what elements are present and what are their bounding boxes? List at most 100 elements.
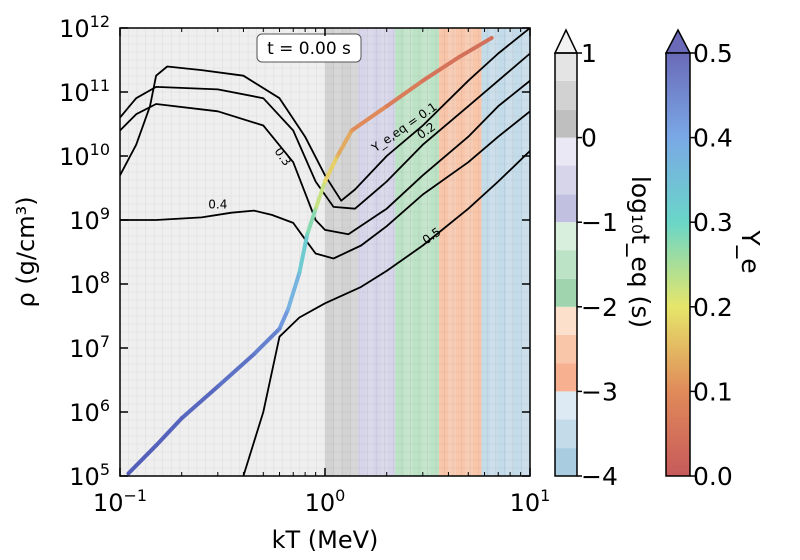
teq-colorbar-level <box>555 419 577 449</box>
trajectory-point <box>350 129 354 133</box>
contour-line-2 <box>120 79 530 236</box>
teq-colorbar-tick-label: −3 <box>581 377 618 406</box>
trajectory-point <box>457 55 461 59</box>
teq-band-cell <box>505 28 515 476</box>
trajectory-point <box>297 271 301 275</box>
teq-band-cell <box>365 28 374 476</box>
trajectory-point <box>286 307 290 311</box>
time-annotation-box <box>256 33 362 63</box>
teq-band-cell <box>447 28 457 476</box>
x-tick-label: 100 <box>305 486 346 517</box>
trajectory-segment <box>297 232 310 275</box>
teq-band-cell <box>497 28 507 476</box>
teq-colorbar-level <box>555 306 577 335</box>
trajectory-point <box>180 416 184 420</box>
teq-colorbar-tick-label: 0 <box>581 124 597 153</box>
ye-colorbar-extend-arrow <box>664 28 692 54</box>
trajectory-point <box>490 36 494 40</box>
teq-band-cell <box>372 28 381 476</box>
time-annotation: t = 0.00 s <box>267 39 351 59</box>
trajectory-segment <box>335 128 354 158</box>
trajectory-point <box>323 179 327 183</box>
trajectory-point <box>278 327 282 331</box>
trajectory-segment <box>179 384 220 421</box>
trajectory-point <box>126 471 130 475</box>
trajectory-segment <box>384 78 425 109</box>
teq-colorbar-tick-label: −2 <box>581 293 618 322</box>
teq-colorbar-tick-label: −1 <box>581 208 618 237</box>
ye-colorbar-tick-label: 0.5 <box>693 39 733 68</box>
trajectory-segment <box>286 270 302 312</box>
trajectory-segment <box>323 154 340 184</box>
y-tick-label: 1011 <box>59 76 110 107</box>
trajectory-segment <box>126 443 159 476</box>
x-axis-label: kT (MeV) <box>272 526 379 554</box>
y-ticks: 105 106 107 108 109 1010 1011 1012 <box>59 12 530 491</box>
trajectory-segment <box>277 307 291 331</box>
teq-band-cell <box>395 28 405 476</box>
y-tick-label: 107 <box>69 332 110 363</box>
teq-colorbar-level <box>555 334 577 364</box>
teq-colorbar-level <box>555 109 577 138</box>
contour-line-0 <box>120 28 530 202</box>
teq-colorbar-level <box>555 278 577 307</box>
teq-colorbar-tick-label: 1 <box>581 39 597 68</box>
teq-band-cell <box>456 28 466 476</box>
trajectory-segment <box>349 104 389 133</box>
teq-colorbar-level <box>555 448 577 476</box>
x-ticks: 10−1 100 101 <box>93 28 550 517</box>
trajectory-segment <box>154 416 184 448</box>
teq-colorbar-level <box>555 250 577 279</box>
trajectory-point <box>421 79 425 83</box>
teq-band-cell <box>481 28 491 476</box>
y-axis-label: ρ (g/cm³) <box>12 196 40 307</box>
contour-line-1 <box>120 52 530 210</box>
teq-colorbar-level <box>555 391 577 420</box>
teq-colorbar <box>553 28 579 477</box>
trajectory-point <box>216 385 220 389</box>
teq-colorbar-extend-arrow <box>553 28 579 54</box>
teq-band-cell <box>349 28 359 476</box>
trajectory-segment <box>215 352 256 389</box>
contour-label-3: 0.4 <box>208 198 227 212</box>
teq-band-cell <box>325 28 334 476</box>
ye-eq-contours <box>120 28 530 476</box>
teq-bands <box>325 28 530 476</box>
teq-colorbar-level <box>555 137 577 166</box>
ye-colorbar-tick-label: 0.3 <box>693 208 733 237</box>
teq-band-cell <box>439 28 449 476</box>
trajectory-segment <box>456 35 494 60</box>
teq-band-cell <box>473 28 483 476</box>
teq-band-cell <box>421 28 431 476</box>
teq-colorbar-level <box>555 194 577 223</box>
teq-colorbar-level <box>555 165 577 195</box>
ye-colorbar <box>665 52 691 477</box>
teq-band-cell <box>464 28 474 476</box>
teq-band-cell <box>403 28 414 476</box>
ye-trajectory <box>126 35 494 476</box>
teq-band-cell <box>358 28 367 476</box>
teq-colorbar-level <box>555 222 577 251</box>
x-tick-label: 10−1 <box>93 486 147 517</box>
y-tick-label: 106 <box>69 396 110 427</box>
trajectory-point <box>154 443 158 447</box>
trajectory-segment <box>420 55 461 83</box>
x-tick-label: 101 <box>510 486 551 517</box>
trajectory-point <box>305 232 309 236</box>
ye-colorbar-tick-label: 0.4 <box>693 124 733 153</box>
teq-band-cell <box>412 28 423 476</box>
trajectory-point <box>314 207 318 211</box>
teq-band-cell <box>387 28 396 476</box>
teq-colorbar-level <box>555 53 577 81</box>
contour-line-3 <box>120 110 530 260</box>
ye-colorbar-tick-label: 0.2 <box>693 293 733 322</box>
trajectory-segment <box>251 326 282 357</box>
trajectory-segment <box>313 179 327 211</box>
teq-colorbar-ticks: 1 0 −1 −2 −3 −4 <box>577 39 618 491</box>
y-tick-label: 105 <box>69 460 110 491</box>
trajectory-segment <box>305 206 318 237</box>
teq-band-cell <box>489 28 499 476</box>
teq-colorbar-tick-label: −4 <box>581 462 618 491</box>
y-tick-label: 1012 <box>59 12 110 43</box>
